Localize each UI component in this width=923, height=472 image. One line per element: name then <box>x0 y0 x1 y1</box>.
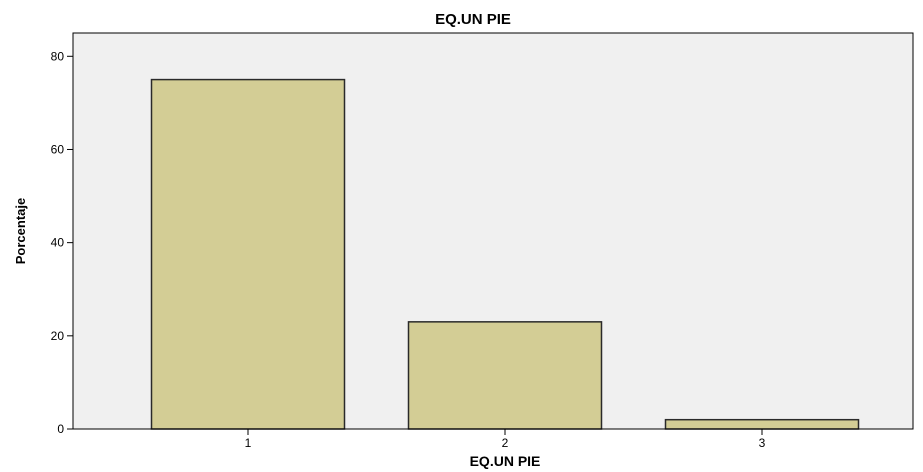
y-tick-label-0: 0 <box>57 422 64 436</box>
bar-3 <box>664 418 860 430</box>
bars-layer <box>150 78 860 430</box>
x-axis-title: EQ.UN PIE <box>470 453 541 469</box>
bar-1 <box>150 78 346 430</box>
y-axis-title: Porcentaje <box>13 198 28 264</box>
labels-layer: 0 20 40 60 80 1 2 3 <box>51 49 766 450</box>
y-tick-label-80: 80 <box>51 49 65 63</box>
y-tick-label-60: 60 <box>51 142 65 156</box>
x-tick-label-3: 3 <box>759 436 766 450</box>
x-tick-label-2: 2 <box>502 436 509 450</box>
axes-layer <box>67 33 913 435</box>
chart-title: EQ.UN PIE <box>435 11 511 28</box>
bar-2 <box>407 321 603 430</box>
y-tick-label-20: 20 <box>51 329 65 343</box>
x-tick-label-1: 1 <box>245 436 252 450</box>
y-tick-label-40: 40 <box>51 236 65 250</box>
